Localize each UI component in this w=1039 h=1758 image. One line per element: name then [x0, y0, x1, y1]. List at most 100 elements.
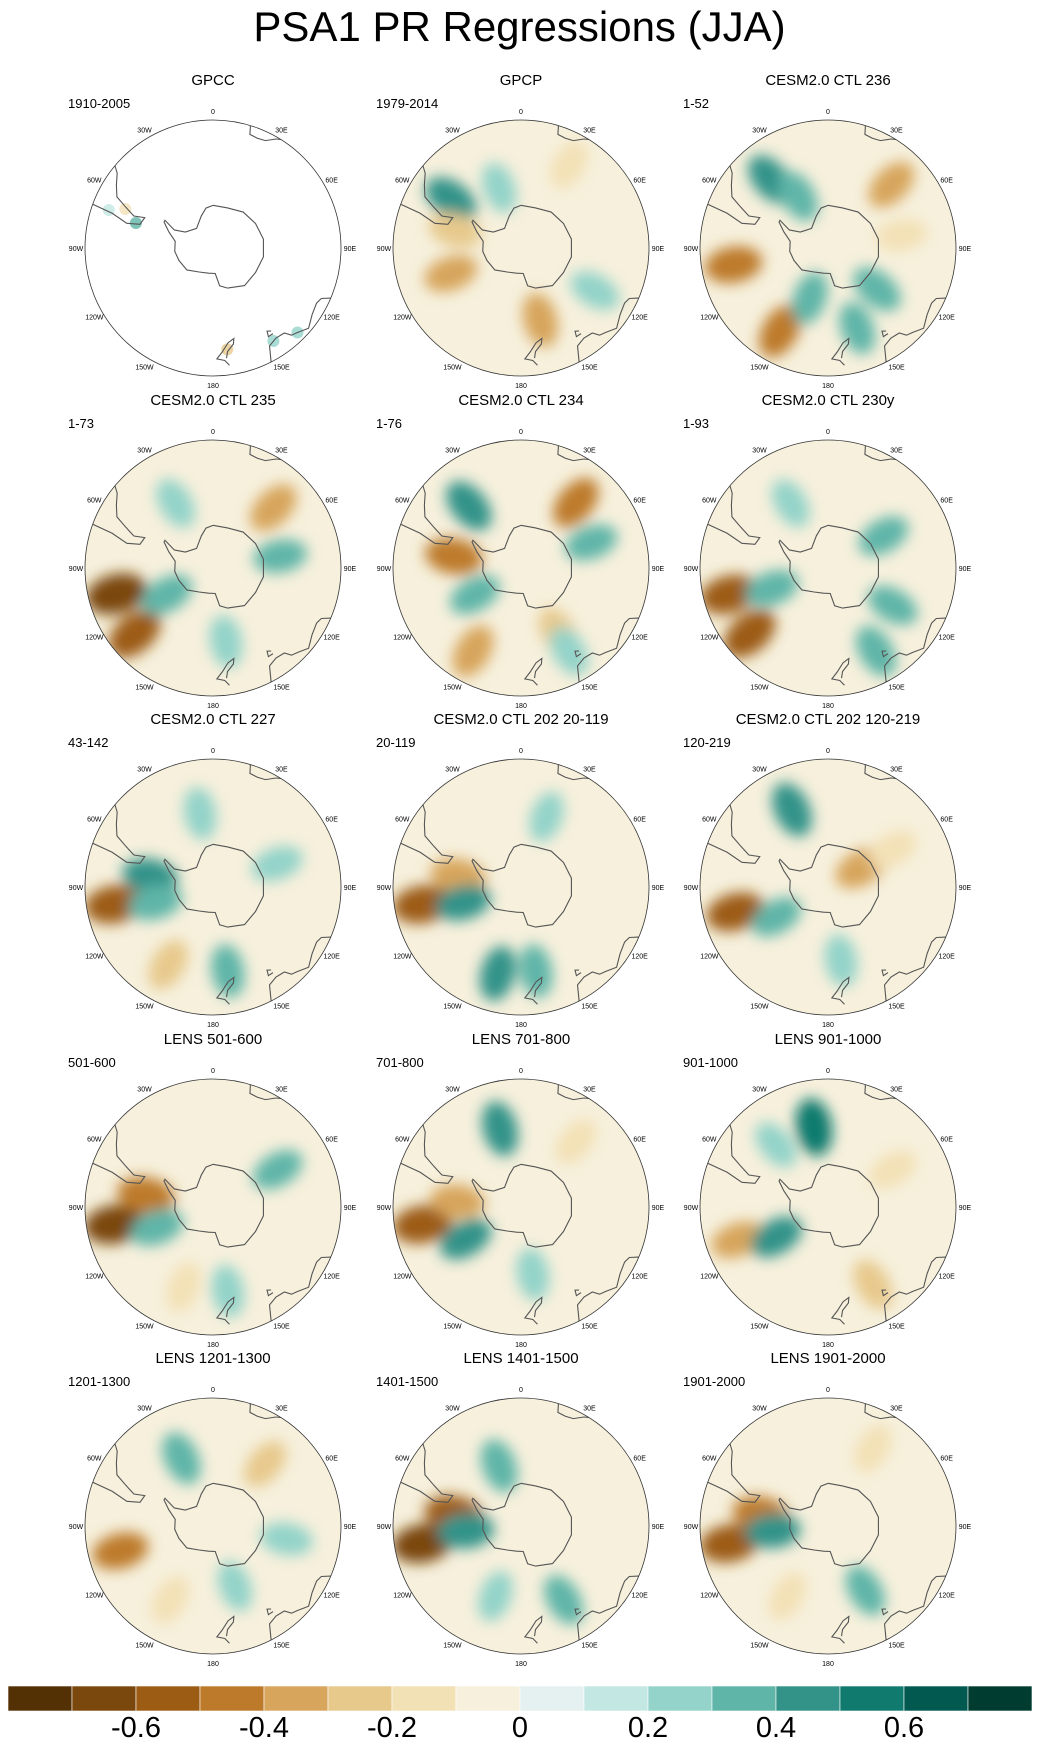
- coastline-south-america: [400, 485, 454, 545]
- lon-label: 0: [211, 748, 215, 755]
- map-border: [699, 1397, 957, 1655]
- coastline-new-zealand: [523, 337, 543, 366]
- panel-period: 1401-1500: [376, 1374, 439, 1389]
- map-panel: LENS 901-1000 901-1000 0 30E 60E 90E 120E 150E 1…: [673, 1031, 983, 1347]
- lon-label: 90E: [959, 885, 972, 892]
- lon-label: 90W: [377, 566, 392, 573]
- coastline-tasmania: [574, 969, 582, 977]
- colorbar-swatch: [583, 1686, 649, 1712]
- lon-label: 120W: [700, 1274, 719, 1281]
- colorbar-tick-label: 0.6: [883, 1712, 925, 1744]
- anomaly-blob: [435, 884, 491, 921]
- lon-label: 120E: [631, 954, 648, 961]
- lon-label: 0: [519, 1068, 523, 1075]
- anomaly-blob: [428, 213, 482, 248]
- lon-label: 30W: [137, 127, 152, 134]
- colorbar-swatch: [391, 1686, 457, 1712]
- lon-label: 150W: [750, 1324, 769, 1331]
- lon-label: 60E: [325, 1456, 338, 1463]
- lon-label: 0: [211, 1387, 215, 1394]
- coastline-australia: [268, 936, 331, 1002]
- panel-title: GPCC: [191, 72, 235, 89]
- anomaly-blob: [875, 219, 928, 252]
- lon-label: 0: [211, 1068, 215, 1075]
- anomaly-blob: [162, 1432, 201, 1485]
- anomaly-blob: [244, 1441, 287, 1487]
- lon-label: 90W: [684, 1205, 699, 1212]
- lon-label: 0: [211, 109, 215, 116]
- coastline-tasmania: [881, 1289, 889, 1297]
- coastline-africa: [249, 1084, 281, 1101]
- coastline-africa: [864, 125, 896, 142]
- lon-label: 150E: [273, 685, 290, 692]
- anomaly-blob: [771, 782, 812, 837]
- anomaly-blob: [778, 171, 818, 222]
- colorbar-tick-label: -0.6: [111, 1712, 161, 1744]
- colorbar-swatch: [903, 1686, 969, 1712]
- polar-map: 0 30E 60E 90E 120E 150E 180 150W 120W 90W 60W 30W: [69, 1387, 357, 1666]
- anomaly-blob: [128, 884, 183, 921]
- anomaly-blob: [853, 1259, 893, 1310]
- coastline-australia: [268, 1575, 331, 1641]
- lon-label: 30W: [752, 1086, 767, 1093]
- lon-label: 150E: [273, 1324, 290, 1331]
- anomaly-blob: [868, 1150, 917, 1189]
- lon-label: 90W: [684, 1524, 699, 1531]
- coastline-south-america: [400, 1124, 454, 1184]
- colorbar-swatch: [135, 1686, 201, 1712]
- lon-label: 90E: [344, 1524, 357, 1531]
- lon-label: 90E: [344, 1205, 357, 1212]
- lon-label: 120W: [393, 315, 412, 322]
- lon-label: 150E: [581, 1004, 598, 1011]
- lon-label: 60W: [702, 1137, 717, 1144]
- colorbar: [8, 1686, 1032, 1712]
- panel-period: 1-52: [683, 96, 710, 111]
- coastline-australia: [883, 936, 946, 1002]
- anomaly-blob: [250, 484, 297, 531]
- anomaly-blob: [122, 858, 178, 894]
- map-background: [85, 1079, 341, 1335]
- lon-label: 120E: [631, 635, 648, 642]
- panel-period: 20-119: [376, 735, 416, 750]
- lon-label: 60E: [633, 178, 646, 185]
- lon-label: 60W: [87, 1456, 102, 1463]
- map-panel: GPCC 1910-2005 0 30E 60E 90E 120E 150E 180 150W 12…: [58, 72, 368, 388]
- map-panel: CESM2.0 CTL 236 1-52 0 30E 60E 90E 120E 150E 180…: [673, 72, 983, 388]
- polar-map: 0 30E 60E 90E 120E 150E 180 150W 120W 90W 60W 30W: [69, 748, 357, 1027]
- coastline-tasmania: [266, 969, 274, 977]
- coastline-new-zealand: [830, 1615, 850, 1644]
- lon-label: 120W: [700, 315, 719, 322]
- lon-label: 90W: [69, 566, 84, 573]
- lon-label: 90W: [377, 885, 392, 892]
- lon-label: 150W: [443, 1643, 462, 1650]
- lon-label: 150W: [750, 1643, 769, 1650]
- lon-label: 90W: [377, 1205, 392, 1212]
- polar-map: 0 30E 60E 90E 120E 150E 180 150W 120W 90W 60W 30W: [69, 109, 357, 388]
- lon-label: 180: [515, 1022, 527, 1027]
- coastline-south-america: [92, 1443, 146, 1503]
- polar-map: 0 30E 60E 90E 120E 150E 180 150W 120W 90W 60W 30W: [377, 109, 665, 388]
- anomaly-blob: [148, 939, 188, 990]
- lon-label: 90E: [959, 246, 972, 253]
- lon-label: 120E: [323, 954, 340, 961]
- lon-label: 30W: [445, 1086, 460, 1093]
- lon-label: 150E: [888, 365, 905, 372]
- coastline-tasmania: [574, 330, 582, 338]
- lon-label: 180: [515, 383, 527, 388]
- anomaly-blob: [544, 1575, 584, 1625]
- coastline-tasmania: [881, 969, 889, 977]
- lon-label: 180: [207, 1661, 219, 1666]
- anomaly-blob: [92, 1532, 149, 1570]
- lon-label: 60W: [702, 817, 717, 824]
- coastline-antarctica: [163, 204, 264, 289]
- lon-label: 90E: [344, 246, 357, 253]
- anomaly-blob: [565, 524, 618, 561]
- lon-label: 90W: [69, 885, 84, 892]
- anomaly-blob: [424, 255, 478, 292]
- coastline-australia: [883, 617, 946, 683]
- map-border: [392, 439, 650, 697]
- lon-label: 30W: [445, 766, 460, 773]
- anomaly-blob: [519, 944, 553, 998]
- lon-label: 90E: [652, 1205, 665, 1212]
- coastline-antarctica: [778, 1163, 879, 1248]
